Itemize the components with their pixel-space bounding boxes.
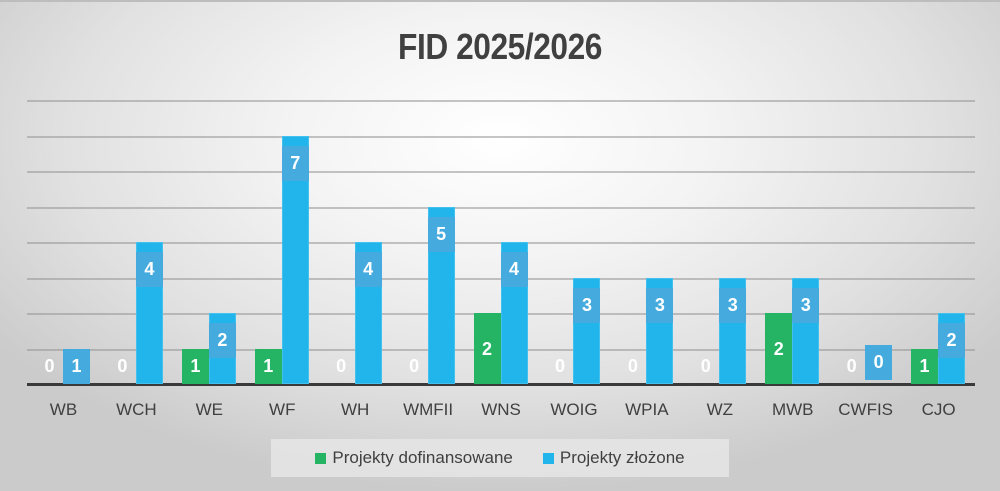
data-label: 3	[719, 287, 747, 323]
x-axis-label: WF	[269, 400, 296, 419]
data-label: 2	[773, 338, 784, 359]
data-label: 4	[135, 252, 163, 287]
x-axis-label: WH	[341, 400, 370, 419]
legend-item-funded[interactable]: Projekty dofinansowane	[315, 448, 513, 468]
data-label: 1	[263, 356, 274, 376]
data-label: 3	[573, 287, 601, 323]
bar-green-mwb[interactable]	[765, 313, 793, 384]
x-axis-label: WCH	[116, 400, 157, 419]
data-label: 0	[409, 356, 420, 376]
legend: Projekty dofinansowane Projekty złożone	[271, 439, 729, 477]
data-label: 1	[63, 349, 90, 384]
x-axis-line	[27, 383, 975, 386]
gridline	[27, 100, 975, 102]
legend-label: Projekty dofinansowane	[332, 448, 513, 467]
x-axis-label: WMFII	[403, 400, 454, 419]
bar-green-we[interactable]	[181, 348, 209, 384]
data-label: 0	[336, 356, 347, 376]
data-label: 5	[427, 216, 455, 252]
data-label: 0	[117, 356, 128, 376]
data-label: 3	[792, 287, 820, 323]
data-label: 0	[846, 356, 857, 376]
bar-green-wns[interactable]	[473, 313, 501, 384]
x-axis-label: CJO	[921, 400, 956, 419]
x-axis-label: WNS	[481, 400, 521, 419]
x-axis-label: MWB	[771, 400, 814, 419]
data-label: 0	[44, 356, 55, 376]
data-label: 4	[500, 252, 528, 287]
bar-green-cjo[interactable]	[911, 348, 939, 384]
data-label: 1	[919, 356, 930, 376]
x-axis-label: CWFIS	[838, 400, 894, 419]
data-label: 2	[482, 338, 493, 359]
x-axis-label: WE	[195, 400, 224, 419]
data-label: 3	[646, 287, 674, 323]
legend-swatch-green-icon	[315, 452, 327, 464]
gridline	[27, 135, 975, 138]
gridline	[27, 171, 975, 173]
data-label: 2	[938, 323, 966, 358]
legend-swatch-blue-icon	[542, 452, 554, 464]
x-axis-label: WB	[49, 400, 78, 419]
data-label: 0	[700, 356, 711, 376]
x-axis-label: WOIG	[550, 400, 598, 419]
x-axis-label: WPIA	[625, 400, 669, 419]
data-label: 1	[190, 356, 201, 376]
data-label: 0	[865, 345, 893, 380]
data-label: 4	[354, 252, 382, 287]
bar-green-wf[interactable]	[254, 348, 282, 384]
legend-label: Projekty złożone	[559, 448, 685, 467]
legend-item-submitted[interactable]: Projekty złożone	[542, 448, 685, 468]
data-label: 0	[627, 356, 638, 376]
data-label: 2	[208, 323, 236, 358]
data-label: 7	[281, 145, 309, 181]
x-axis-label: WZ	[706, 400, 734, 419]
chart-title: FID 2025/2026	[398, 26, 602, 67]
data-label: 0	[554, 356, 565, 376]
gridline	[27, 206, 975, 209]
